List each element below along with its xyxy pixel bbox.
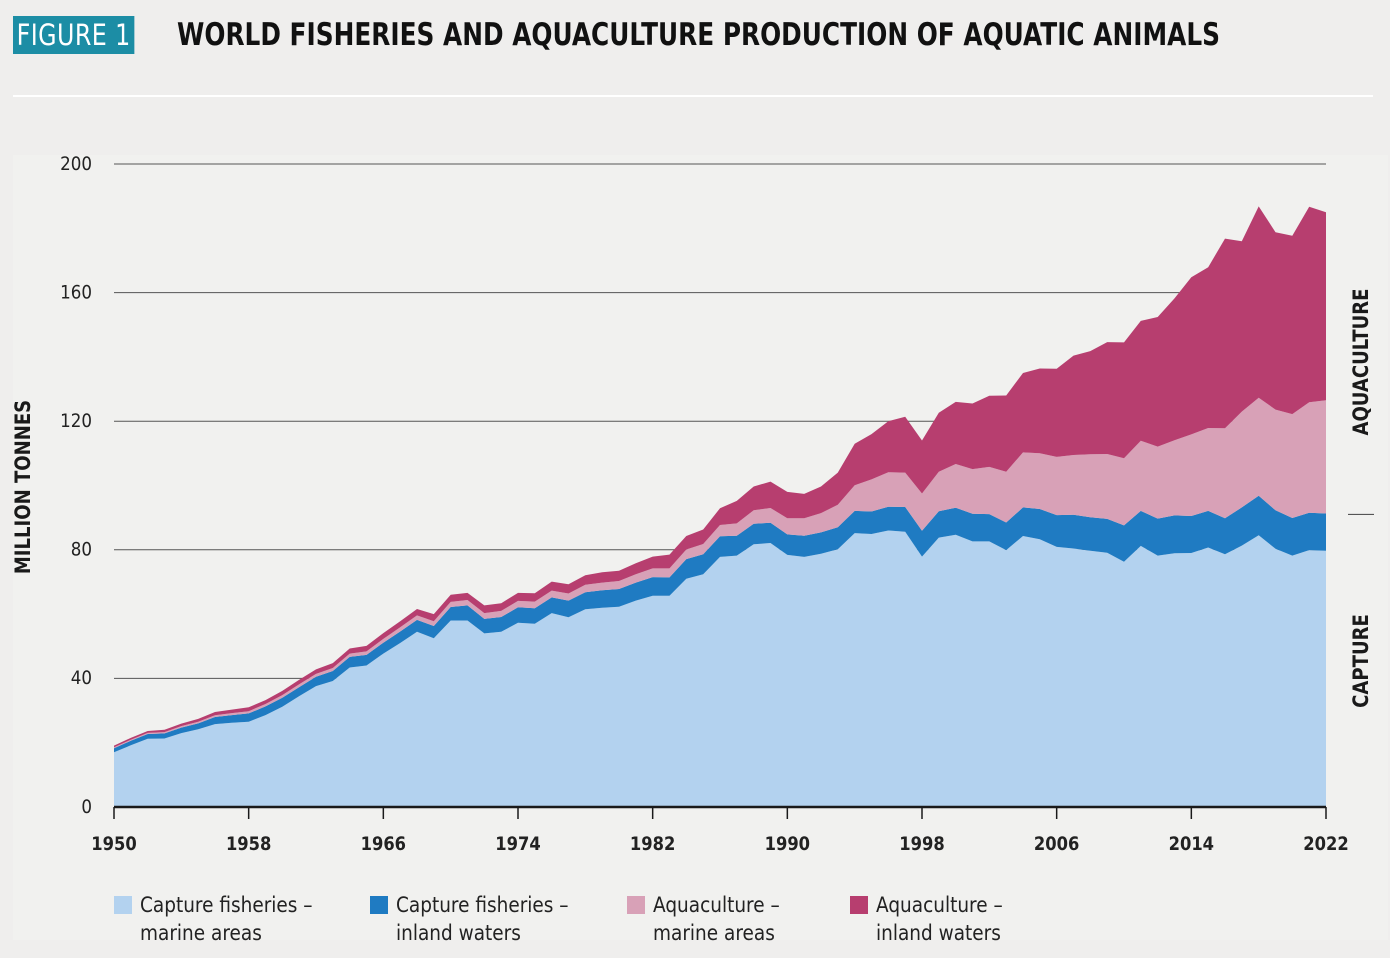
x-tick-label: 2014 xyxy=(1169,834,1214,855)
legend-label-line2: marine areas xyxy=(653,921,775,945)
legend: Capture fisheries – marine areas Capture… xyxy=(0,891,1390,951)
annotation-aquaculture: AQUACULTURE xyxy=(1349,288,1374,435)
legend-label-line2: marine areas xyxy=(140,921,262,945)
legend-label: Capture fisheries – inland waters xyxy=(396,891,569,947)
stacked-areas xyxy=(114,206,1326,807)
legend-label: Aquaculture – inland waters xyxy=(876,891,1003,947)
y-tick-label: 120 xyxy=(60,410,92,432)
y-tick-label: 80 xyxy=(71,539,92,561)
x-tick-label: 2022 xyxy=(1303,834,1348,855)
y-tick-label: 40 xyxy=(71,667,92,689)
y-tick-label: 200 xyxy=(60,153,92,175)
title-divider xyxy=(13,95,1373,97)
legend-swatch xyxy=(627,896,645,914)
x-tick-label: 1958 xyxy=(226,834,271,855)
legend-swatch xyxy=(850,896,868,914)
x-tick-label: 1974 xyxy=(495,834,540,855)
x-tick-label: 2006 xyxy=(1034,834,1079,855)
legend-label: Capture fisheries – marine areas xyxy=(140,891,313,947)
right-annotations: AQUACULTURE CAPTURE xyxy=(1348,288,1374,708)
x-tick-label: 1966 xyxy=(361,834,406,855)
figure-title: WORLD FISHERIES AND AQUACULTURE PRODUCTI… xyxy=(177,17,1220,53)
legend-label-line1: Capture fisheries – xyxy=(140,893,313,917)
axes: 1950 1958 1966 1974 1982 1990 1998 2006 2014 2022 xyxy=(91,805,1349,855)
y-axis-label: MILLION TONNES xyxy=(11,400,36,574)
legend-label-line1: Aquaculture – xyxy=(876,893,1003,917)
x-tick-label: 1982 xyxy=(630,834,675,855)
area-aquaculture-marine xyxy=(114,397,1326,749)
area-capture-inland xyxy=(114,495,1326,753)
legend-swatch xyxy=(114,896,132,914)
y-tick-label: 160 xyxy=(60,281,92,303)
annotation-capture: CAPTURE xyxy=(1349,614,1374,708)
area-capture-marine xyxy=(114,530,1326,807)
legend-label-line1: Aquaculture – xyxy=(653,893,780,917)
x-tick-label: 1990 xyxy=(765,834,810,855)
legend-label: Aquaculture – marine areas xyxy=(653,891,780,947)
legend-swatch xyxy=(370,896,388,914)
area-aquaculture-inland xyxy=(114,206,1326,748)
y-tick-label: 0 xyxy=(81,796,92,818)
legend-label-line2: inland waters xyxy=(396,921,521,945)
figure-label: FIGURE 1 xyxy=(13,16,135,54)
x-tick-label: 1998 xyxy=(899,834,944,855)
legend-label-line2: inland waters xyxy=(876,921,1001,945)
x-tick-label: 1950 xyxy=(91,834,136,855)
legend-label-line1: Capture fisheries – xyxy=(396,893,569,917)
